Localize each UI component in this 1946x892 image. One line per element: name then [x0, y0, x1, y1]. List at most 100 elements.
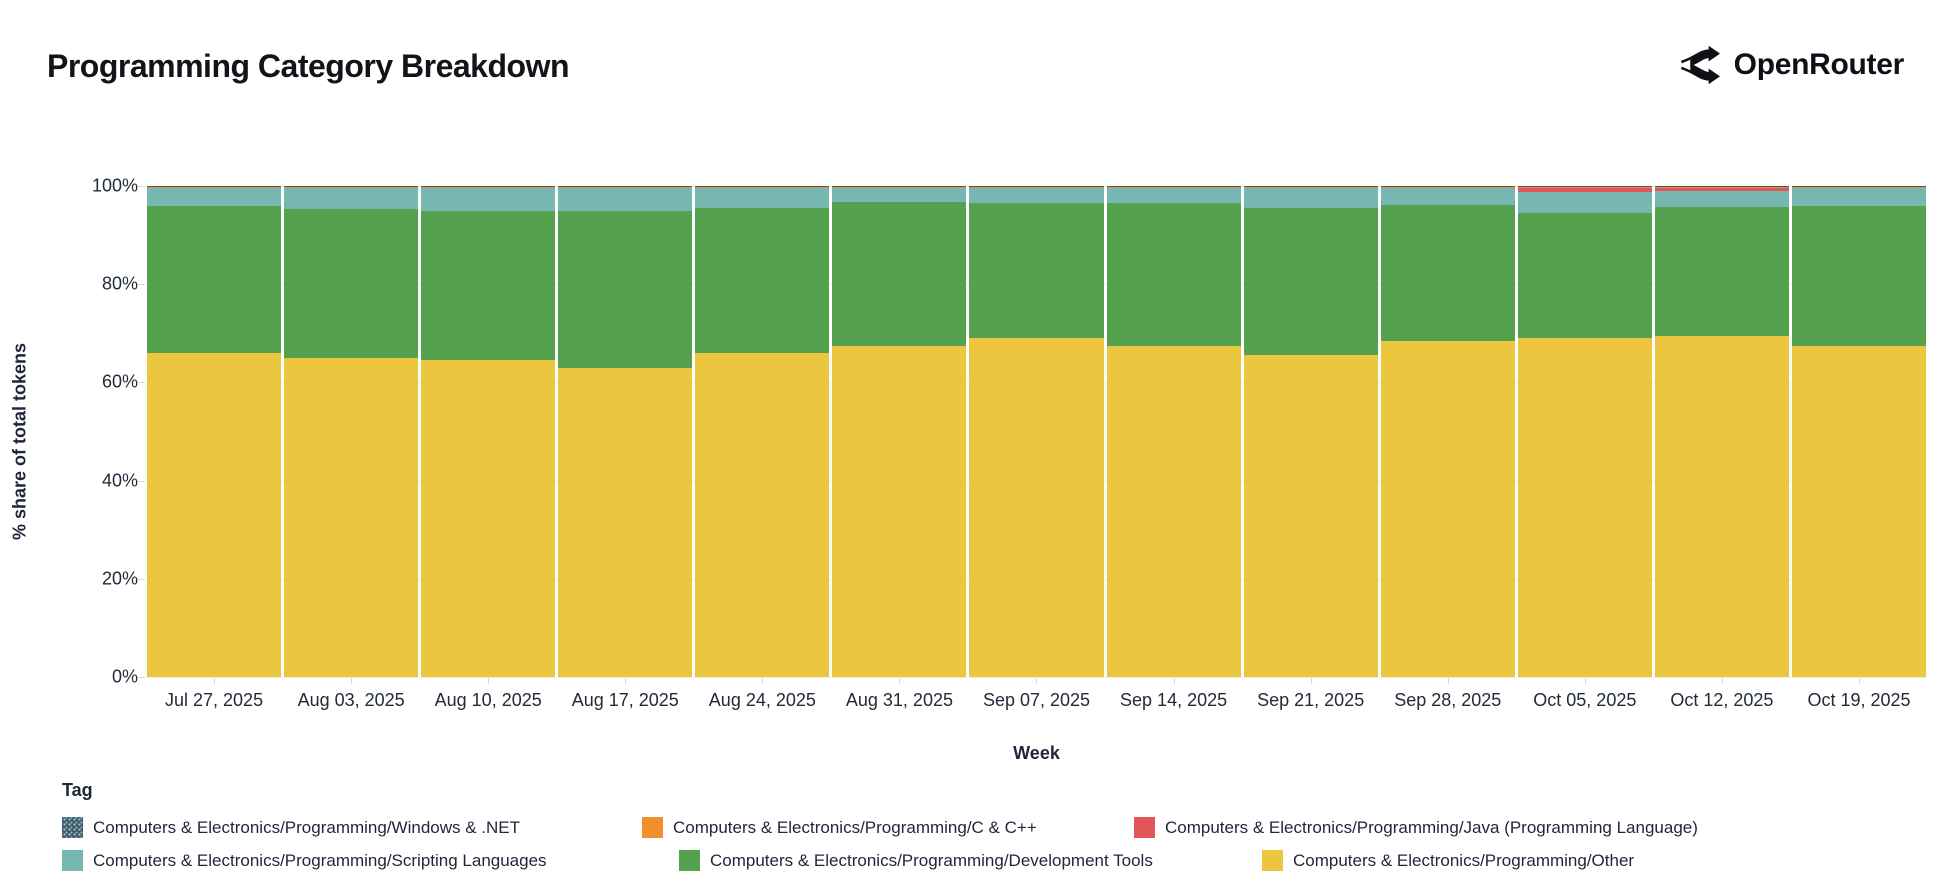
legend-swatch-java: [1134, 817, 1155, 838]
legend-label: Computers & Electronics/Programming/Scri…: [93, 850, 547, 870]
legend-swatch-windows_dotnet: [62, 817, 83, 838]
legend-item[interactable]: Computers & Electronics/Programming/Othe…: [1262, 850, 1634, 871]
x-tick-label: Aug 17, 2025: [571, 690, 679, 710]
legend-label: Computers & Electronics/Programming/Othe…: [1293, 850, 1635, 870]
bar-segment-dev_tools[interactable]: [1791, 206, 1927, 346]
bar-segment-other[interactable]: [421, 360, 556, 677]
x-tick-mark: [351, 678, 352, 684]
y-tick-mark: [138, 579, 145, 580]
legend-title: Tag: [62, 780, 93, 800]
bar-segment-c_cpp[interactable]: [1517, 186, 1652, 188]
bar-segment-scripting[interactable]: [1654, 191, 1789, 208]
bar-week-aug-17-2025: [558, 186, 693, 677]
bar-segment-c_cpp[interactable]: [1654, 186, 1789, 188]
bar-segment-scripting[interactable]: [969, 187, 1104, 203]
x-tick-mark: [1722, 678, 1723, 684]
bar-segment-scripting[interactable]: [1243, 188, 1378, 208]
x-tick-label: Aug 31, 2025: [845, 690, 953, 710]
bar-segment-dev_tools[interactable]: [1380, 205, 1515, 341]
openrouter-logo[interactable]: OpenRouter: [1677, 44, 1905, 86]
bar-segment-c_cpp[interactable]: [1243, 186, 1378, 188]
bar-segment-other[interactable]: [147, 352, 282, 677]
y-tick-mark: [138, 481, 145, 482]
bar-segment-other[interactable]: [558, 367, 693, 677]
legend-label: Computers & Electronics/Programming/C & …: [673, 817, 1037, 837]
y-tick-mark: [138, 186, 145, 187]
bar-segment-scripting[interactable]: [1380, 187, 1515, 206]
legend-item[interactable]: Computers & Electronics/Programming/Java…: [1134, 817, 1698, 838]
bar-segment-scripting[interactable]: [1106, 187, 1241, 203]
bar-segment-c_cpp[interactable]: [832, 186, 967, 188]
x-tick-label: Aug 03, 2025: [297, 690, 405, 710]
bar-segment-c_cpp[interactable]: [147, 186, 282, 188]
bar-week-aug-10-2025: [421, 186, 556, 677]
bar-segment-java[interactable]: [1517, 187, 1652, 193]
x-tick-mark: [1859, 678, 1860, 684]
legend-label: Computers & Electronics/Programming/Wind…: [93, 817, 521, 837]
bar-segment-other[interactable]: [1654, 335, 1789, 677]
bar-segment-scripting[interactable]: [421, 188, 556, 212]
x-axis-title: Week: [1013, 743, 1060, 763]
legend-label: Computers & Electronics/Programming/Deve…: [710, 850, 1153, 870]
bar-segment-dev_tools[interactable]: [558, 211, 693, 368]
bar-segment-other[interactable]: [1380, 340, 1515, 677]
bar-segment-other[interactable]: [695, 352, 830, 677]
y-tick-mark: [138, 382, 145, 383]
bar-week-sep-21-2025: [1243, 186, 1378, 677]
x-tick-mark: [625, 678, 626, 684]
bar-segment-dev_tools[interactable]: [695, 207, 830, 353]
legend-swatch-other: [1262, 850, 1283, 871]
bar-segment-dev_tools[interactable]: [1654, 207, 1789, 336]
bar-segment-dev_tools[interactable]: [421, 211, 556, 361]
bar-segment-other[interactable]: [1243, 355, 1378, 677]
bar-segment-c_cpp[interactable]: [1106, 186, 1241, 188]
legend-item[interactable]: Computers & Electronics/Programming/Wind…: [62, 817, 520, 838]
x-tick-mark: [1311, 678, 1312, 684]
bar-segment-scripting[interactable]: [1517, 192, 1652, 214]
page-title: Programming Category Breakdown: [47, 48, 570, 84]
bar-segment-other[interactable]: [1106, 345, 1241, 677]
bar-segment-scripting[interactable]: [558, 187, 693, 212]
bar-segment-dev_tools[interactable]: [284, 208, 419, 358]
bar-segment-other[interactable]: [832, 345, 967, 677]
legend-item[interactable]: Computers & Electronics/Programming/Scri…: [62, 850, 547, 871]
x-tick-label: Jul 27, 2025: [165, 690, 264, 710]
bar-segment-c_cpp[interactable]: [969, 186, 1104, 188]
y-tick-label: 60%: [101, 371, 138, 392]
bar-segment-other[interactable]: [284, 357, 419, 677]
bar-segment-scripting[interactable]: [284, 188, 419, 209]
x-tick-label: Oct 19, 2025: [1807, 690, 1911, 710]
bar-segment-other[interactable]: [1517, 338, 1652, 677]
bar-segment-dev_tools[interactable]: [147, 206, 282, 353]
bar-segment-c_cpp[interactable]: [421, 186, 556, 188]
bar-segment-java[interactable]: [1654, 187, 1789, 192]
x-tick-label: Aug 24, 2025: [708, 690, 816, 710]
legend-item[interactable]: Computers & Electronics/Programming/Deve…: [679, 850, 1153, 871]
x-tick-label: Aug 10, 2025: [434, 690, 542, 710]
bar-segment-dev_tools[interactable]: [1243, 207, 1378, 356]
bar-week-jul-27-2025: [147, 186, 282, 677]
bar-segment-other[interactable]: [1791, 345, 1927, 677]
bar-segment-scripting[interactable]: [1791, 187, 1927, 207]
y-tick-mark: [138, 677, 145, 678]
brand-name: OpenRouter: [1733, 48, 1905, 81]
bar-segment-scripting[interactable]: [832, 187, 967, 203]
openrouter-icon: [1677, 44, 1720, 86]
bar-segment-c_cpp[interactable]: [1380, 186, 1515, 188]
bar-week-sep-14-2025: [1106, 186, 1241, 677]
bar-segment-dev_tools[interactable]: [1517, 213, 1652, 339]
bar-segment-scripting[interactable]: [147, 188, 282, 207]
bar-segment-c_cpp[interactable]: [558, 186, 693, 188]
bar-segment-dev_tools[interactable]: [969, 202, 1104, 339]
bar-segment-c_cpp[interactable]: [1791, 186, 1927, 188]
bar-week-sep-07-2025: [969, 186, 1104, 677]
bar-segment-c_cpp[interactable]: [695, 186, 830, 188]
x-tick-mark: [1448, 678, 1449, 684]
bar-segment-scripting[interactable]: [695, 188, 830, 208]
y-axis-title: % share of total tokens: [9, 342, 30, 541]
bar-segment-other[interactable]: [969, 338, 1104, 677]
bar-segment-dev_tools[interactable]: [1106, 202, 1241, 346]
bar-segment-c_cpp[interactable]: [284, 186, 419, 188]
legend-item[interactable]: Computers & Electronics/Programming/C & …: [642, 817, 1037, 838]
bar-segment-dev_tools[interactable]: [832, 202, 967, 346]
